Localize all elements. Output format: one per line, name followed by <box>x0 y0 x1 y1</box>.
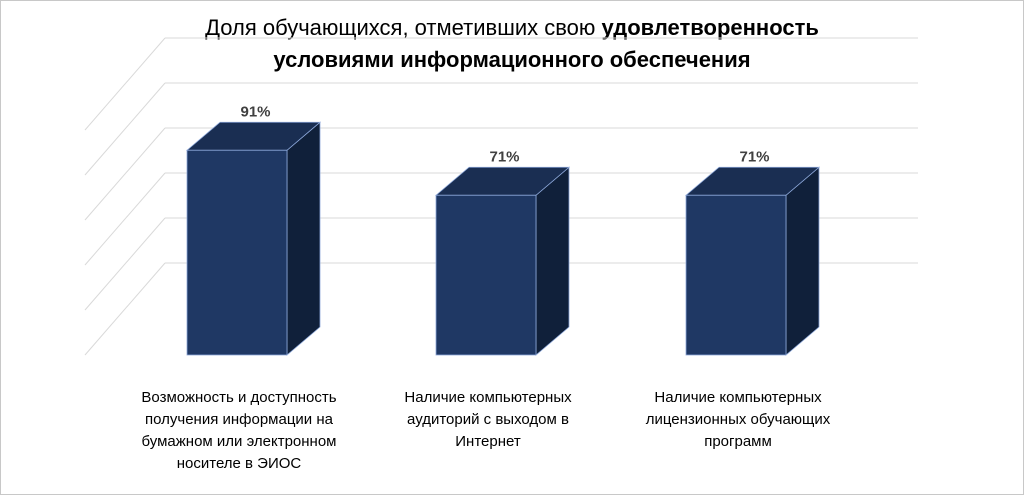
chart-title-part2: удовлетворенность <box>601 15 819 40</box>
bar-side-1 <box>286 121 321 356</box>
gridline-diagonal <box>84 172 166 266</box>
gridline-diagonal <box>84 127 166 221</box>
gridline-diagonal <box>84 262 166 356</box>
data-label-2: 71% <box>489 148 519 165</box>
chart-title-line2: условиями информационного обеспечения <box>273 47 751 72</box>
gridline-diagonal <box>84 82 166 176</box>
bar-side-3 <box>785 166 820 356</box>
category-label-1: Возможность и доступность получения инфо… <box>141 389 337 472</box>
chart-title: Доля обучающихся, отметивших свою удовле… <box>0 12 1024 76</box>
bar-side-2 <box>535 166 570 356</box>
chart-title-part1: Доля обучающихся, отметивших свою <box>205 15 602 40</box>
gridline-diagonal <box>84 217 166 311</box>
data-label-3: 71% <box>739 148 769 165</box>
bar-1 <box>186 149 288 356</box>
bar-3 <box>685 194 787 356</box>
data-label-1: 91% <box>240 103 270 120</box>
category-label-3: Наличие компьютерных лицензионных обучаю… <box>645 389 831 450</box>
bar-2 <box>435 194 537 356</box>
category-label-2: Наличие компьютерных аудиторий с выходом… <box>404 389 572 450</box>
gridline-diagonal <box>84 37 166 131</box>
